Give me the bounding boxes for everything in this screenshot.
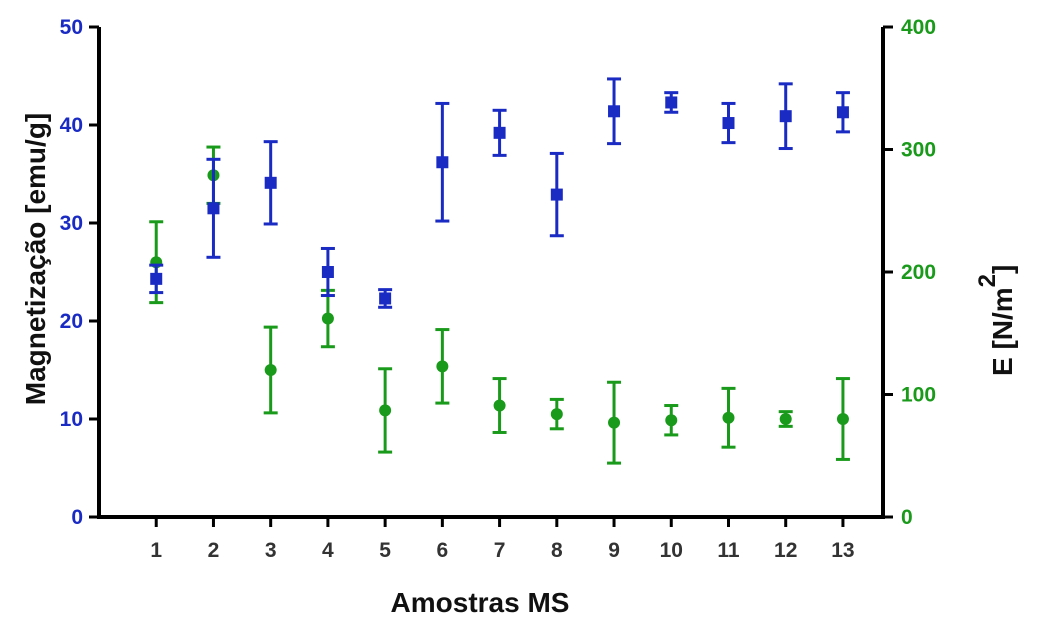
left-axis-title: Magnetização [emu/g]: [20, 113, 51, 405]
x-tick-label: 7: [494, 539, 506, 562]
left-tick-label: 10: [60, 408, 83, 431]
data-point-circle: [321, 312, 334, 325]
data-point-square: [207, 202, 220, 215]
x-tick-label: 2: [208, 539, 220, 562]
x-tick-label: 6: [437, 539, 449, 562]
data-point-circle: [436, 360, 449, 373]
data-point-square: [493, 126, 506, 139]
left-tick-label: 20: [60, 310, 83, 333]
x-tick-label: 4: [322, 539, 334, 562]
left-tick-label: 50: [60, 16, 83, 39]
x-tick-label: 12: [774, 539, 797, 562]
data-point-square: [550, 188, 563, 201]
data-point-square: [665, 96, 678, 109]
right-ticks: 0 100 200 300 400: [883, 16, 936, 529]
series-marks: [149, 77, 850, 465]
data-point-square: [321, 266, 334, 278]
data-point-square: [150, 272, 163, 285]
left-tick-label: 40: [60, 114, 83, 137]
data-point-circle: [550, 408, 563, 421]
right-tick-label: 0: [901, 506, 913, 529]
x-tick-label: 9: [608, 539, 620, 562]
right-axis-title: E [N/m2]: [974, 265, 1018, 376]
data-point-square: [436, 156, 449, 169]
left-tick-label: 30: [60, 212, 83, 235]
data-point-circle: [264, 364, 277, 376]
x-axis-title: Amostras MS: [391, 587, 570, 618]
data-point-square: [836, 106, 849, 119]
data-point-circle: [665, 414, 678, 427]
right-axis-title-main: E [N/m: [987, 287, 1018, 376]
x-tick-label: 10: [660, 539, 683, 562]
data-point-square: [722, 117, 735, 130]
data-point-circle: [493, 399, 506, 412]
x-tick-label: 13: [831, 539, 854, 562]
data-point-circle: [836, 413, 849, 425]
left-tick-label: 0: [71, 506, 83, 529]
data-point-circle: [779, 413, 792, 425]
right-tick-label: 200: [901, 261, 936, 284]
right-tick-label: 100: [901, 384, 936, 407]
data-point-square: [779, 110, 792, 123]
right-tick-label: 400: [901, 16, 936, 39]
x-tick-label: 11: [717, 539, 740, 562]
right-tick-label: 300: [901, 139, 936, 162]
data-point-circle: [722, 411, 735, 424]
x-tick-label: 5: [379, 539, 391, 562]
left-ticks: 0 10 20 30 40 50: [60, 16, 99, 529]
data-point-square: [264, 176, 277, 189]
right-axis-title-close: ]: [987, 265, 1018, 274]
x-ticks: 1 2 3 4 5 6 7 8 9 10 11 12 13: [150, 517, 855, 562]
x-tick-label: 8: [551, 539, 563, 562]
right-axis-title-sup: 2: [974, 274, 1001, 287]
data-point-circle: [608, 416, 621, 429]
data-point-square: [608, 105, 621, 118]
data-point-circle: [379, 404, 392, 417]
x-tick-label: 3: [265, 539, 277, 562]
data-point-square: [379, 292, 392, 305]
series-left-axis: [149, 77, 850, 309]
svg-text:E [N/m2]: E [N/m2]: [974, 265, 1018, 376]
x-tick-label: 1: [150, 539, 162, 562]
series-right-axis: [149, 145, 850, 465]
